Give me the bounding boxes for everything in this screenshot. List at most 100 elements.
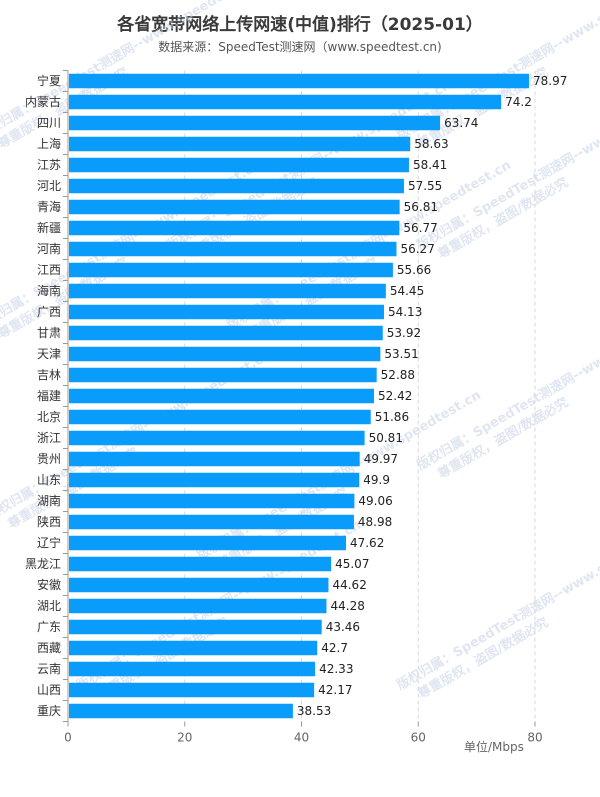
bar — [69, 115, 441, 131]
category-label: 山东 — [37, 473, 61, 487]
bar — [69, 661, 316, 677]
value-label: 53.51 — [384, 347, 418, 361]
value-label: 54.13 — [388, 305, 422, 319]
bar — [69, 619, 322, 635]
value-label: 57.55 — [408, 179, 442, 193]
chart-title: 各省宽带网络上传网速(中值)排行（2025-01） — [117, 15, 483, 35]
category-label: 广东 — [37, 620, 61, 634]
value-label: 56.81 — [404, 200, 438, 214]
category-label: 浙江 — [37, 431, 61, 445]
category-label: 北京 — [37, 410, 61, 424]
value-label: 74.2 — [505, 95, 532, 109]
bar — [69, 178, 404, 194]
category-label: 西藏 — [37, 641, 61, 655]
category-label: 陕西 — [37, 514, 61, 529]
bar — [69, 73, 529, 89]
category-label: 重庆 — [37, 704, 61, 718]
x-tick-label: 20 — [177, 731, 192, 745]
bar — [69, 451, 360, 467]
x-tick-label: 60 — [411, 731, 426, 745]
bar — [69, 241, 397, 257]
value-label: 42.17 — [318, 683, 352, 697]
bar — [69, 640, 318, 656]
category-label: 湖北 — [37, 598, 61, 613]
bar — [69, 388, 375, 404]
value-label: 63.74 — [444, 116, 478, 130]
category-label: 上海 — [37, 136, 61, 151]
bar — [69, 346, 381, 362]
bar — [69, 283, 386, 299]
value-label: 45.07 — [335, 557, 369, 571]
category-label: 青海 — [37, 199, 61, 214]
bar — [69, 157, 409, 173]
bar — [69, 367, 377, 383]
bar — [69, 430, 365, 446]
category-label: 宁夏 — [37, 73, 61, 88]
value-label: 49.06 — [358, 494, 392, 508]
value-label: 58.63 — [414, 137, 448, 151]
value-label: 51.86 — [375, 410, 409, 424]
category-label: 海南 — [37, 283, 61, 298]
bar — [69, 94, 502, 110]
value-label: 53.92 — [387, 326, 421, 340]
category-label: 福建 — [37, 388, 61, 403]
bar — [69, 262, 393, 278]
category-label: 广西 — [37, 305, 61, 319]
value-label: 44.62 — [332, 578, 366, 592]
bar — [69, 703, 293, 719]
category-label: 吉林 — [37, 368, 61, 382]
category-label: 新疆 — [37, 220, 61, 235]
value-label: 49.97 — [364, 452, 398, 466]
value-label: 43.46 — [326, 620, 360, 634]
value-label: 55.66 — [397, 263, 431, 277]
category-label: 山西 — [37, 683, 61, 697]
value-label: 38.53 — [297, 704, 331, 718]
chart-subtitle: 数据来源：SpeedTest测速网（www.speedtest.cn) — [158, 40, 442, 54]
value-label: 52.88 — [381, 368, 415, 382]
value-label: 56.27 — [400, 242, 434, 256]
category-label: 河北 — [37, 179, 61, 193]
bar — [69, 514, 354, 530]
bar — [69, 304, 384, 320]
bar — [69, 577, 329, 593]
x-tick-label: 40 — [294, 731, 309, 745]
value-label: 42.33 — [319, 662, 353, 676]
category-label: 贵州 — [37, 452, 61, 466]
bar — [69, 535, 346, 551]
value-label: 58.41 — [413, 158, 447, 172]
category-label: 甘肃 — [37, 326, 61, 340]
watermark: 版权归属：SpeedTest测速网--www.speedtest.cn尊重版权，… — [414, 297, 600, 482]
category-label: 江苏 — [37, 158, 61, 172]
category-label: 内蒙古 — [25, 94, 61, 109]
value-label: 42.7 — [321, 641, 348, 655]
value-label: 78.97 — [533, 74, 567, 88]
bar — [69, 493, 355, 509]
value-label: 52.42 — [378, 389, 412, 403]
x-tick-label: 80 — [527, 731, 542, 745]
category-label: 黑龙江 — [25, 557, 61, 571]
value-label: 44.28 — [330, 599, 364, 613]
bar — [69, 472, 360, 488]
value-label: 49.9 — [363, 473, 390, 487]
value-label: 48.98 — [358, 515, 392, 529]
category-label: 河南 — [37, 241, 61, 256]
category-label: 辽宁 — [37, 535, 61, 550]
bar — [69, 409, 371, 425]
category-label: 湖南 — [37, 493, 61, 508]
category-label: 天津 — [37, 347, 61, 361]
bar — [69, 325, 383, 341]
category-label: 江西 — [37, 263, 61, 277]
watermark-text: 版权归属：SpeedTest测速网--www.speedtest.cn — [394, 517, 600, 694]
watermark: 版权归属：SpeedTest测速网--www.speedtest.cn尊重版权，… — [394, 517, 600, 702]
bar — [69, 220, 400, 236]
watermark-text: 版权归属：SpeedTest测速网--www.speedtest.cn — [414, 297, 600, 474]
bar — [69, 556, 332, 572]
axis-layer: 0 20 40 60 80 宁夏内蒙古四川上海江苏河北青海新疆河南江西海南广西甘肃天津吉林… — [25, 70, 543, 745]
x-axis-unit-label: 单位/Mbps — [464, 739, 524, 754]
category-label: 安徽 — [37, 577, 61, 592]
category-label: 云南 — [37, 661, 61, 676]
category-label: 四川 — [37, 116, 61, 130]
value-label: 56.77 — [403, 221, 437, 235]
